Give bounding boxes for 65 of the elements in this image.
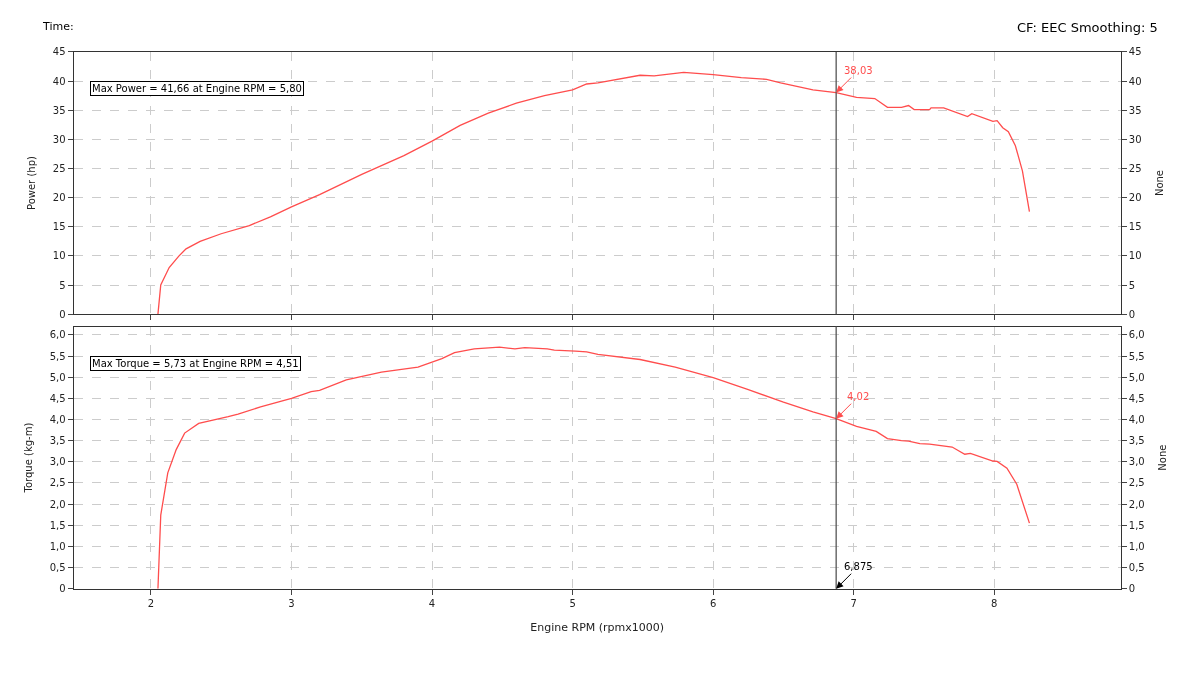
- y-tick-label: 2,0: [49, 498, 66, 510]
- annotation: 4,02: [847, 391, 870, 402]
- y-axis-title: Power (hp): [25, 156, 37, 210]
- y2-tick-label: 20: [1128, 192, 1142, 204]
- y2-tick-label: 2,5: [1128, 477, 1145, 489]
- annotation: Max Torque = 5,73 at Engine RPM = 4,51: [92, 358, 299, 369]
- x-axis-title: Engine RPM (rpmx1000): [530, 620, 665, 634]
- y2-tick-label: 40: [1128, 75, 1142, 87]
- y2-tick-label: 0,5: [1128, 562, 1145, 574]
- y-tick-label: 0,5: [49, 562, 66, 574]
- y2-tick-label: 35: [1128, 104, 1142, 116]
- y-tick-label: 45: [52, 46, 66, 58]
- y-tick-label: 15: [52, 221, 66, 233]
- y2-tick-label: 2,0: [1128, 498, 1145, 510]
- y2-tick-label: 4,0: [1128, 414, 1145, 426]
- y2-tick-label: 30: [1128, 133, 1142, 145]
- y2-tick-label: 3,5: [1128, 435, 1145, 447]
- y2-tick-label: 1,0: [1128, 540, 1145, 552]
- y-tick-label: 25: [52, 162, 66, 174]
- y-tick-label: 30: [52, 133, 66, 145]
- y-tick-label: 1,5: [49, 519, 66, 531]
- y2-tick-label: 25: [1128, 162, 1142, 174]
- y2-axis-title: None: [1154, 170, 1166, 197]
- y2-tick-label: 4,5: [1128, 392, 1145, 404]
- x-tick-label: 7: [850, 597, 857, 609]
- y-tick-label: 0: [59, 308, 66, 320]
- y2-tick-label: 0: [1128, 583, 1136, 595]
- text: Time:: [42, 20, 74, 33]
- y-tick-label: 3,5: [49, 435, 66, 447]
- y2-tick-label: 5: [1128, 279, 1136, 291]
- x-tick-label: 8: [991, 597, 998, 609]
- y-tick-label: 5,0: [49, 371, 66, 383]
- y-tick-label: 0: [59, 583, 66, 595]
- text: CF: EEC Smoothing: 5: [1017, 20, 1158, 35]
- y2-tick-label: 3,0: [1128, 456, 1145, 468]
- y2-tick-label: 5,5: [1128, 350, 1145, 362]
- y2-tick-label: 1,5: [1128, 519, 1145, 531]
- ref-line-label: 6,875: [844, 561, 873, 572]
- x-tick-label: 3: [288, 597, 295, 609]
- y2-tick-label: 15: [1128, 221, 1142, 233]
- y-tick-label: 3,0: [49, 456, 66, 468]
- y-tick-label: 10: [52, 250, 66, 262]
- y2-tick-label: 45: [1128, 46, 1142, 58]
- annotation: Max Power = 41,66 at Engine RPM = 5,80: [92, 83, 302, 94]
- annotation: 38,03: [844, 65, 873, 76]
- x-tick-label: 6: [709, 597, 717, 609]
- y-tick-label: 5: [59, 279, 66, 291]
- y-axis-title: Torque (kg-m): [22, 422, 34, 494]
- y-tick-label: 5,5: [49, 350, 66, 362]
- y2-tick-label: 10: [1128, 250, 1142, 262]
- y2-axis-title: None: [1157, 444, 1169, 471]
- y2-tick-label: 6,0: [1128, 329, 1145, 341]
- y2-tick-label: 5,0: [1128, 371, 1145, 383]
- y-tick-label: 1,0: [49, 540, 66, 552]
- x-tick-label: 5: [569, 597, 576, 609]
- x-tick-label: 4: [428, 597, 436, 609]
- y-tick-label: 4,5: [49, 392, 66, 404]
- y-tick-label: 20: [52, 192, 66, 204]
- y-tick-label: 6,0: [49, 329, 66, 341]
- x-tick-label: 2: [147, 597, 155, 609]
- y-tick-label: 2,5: [49, 477, 66, 489]
- y-tick-label: 35: [52, 104, 66, 116]
- y-tick-label: 4,0: [49, 414, 66, 426]
- y-tick-label: 40: [52, 75, 66, 87]
- y2-tick-label: 0: [1128, 308, 1136, 320]
